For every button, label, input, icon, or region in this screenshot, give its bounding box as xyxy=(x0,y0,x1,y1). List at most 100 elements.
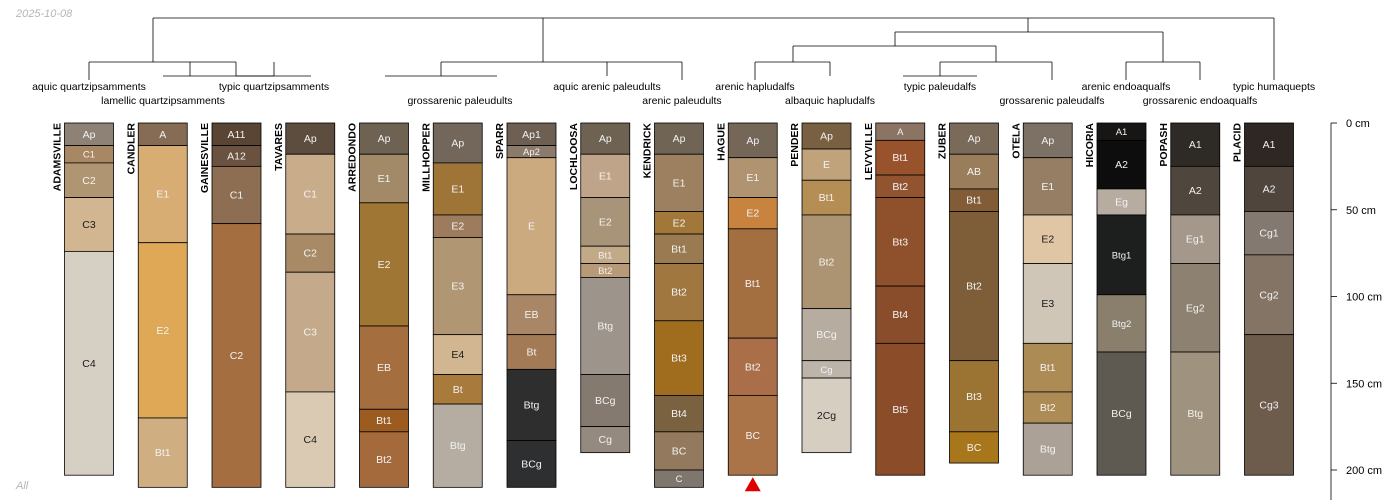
horizon-label: Eg1 xyxy=(1186,234,1205,246)
horizon-label: Bt2 xyxy=(598,266,612,277)
taxa-labels: aquic quartzipsamments lamellic quartzips… xyxy=(32,81,1315,107)
horizon-bcg xyxy=(1096,351,1147,476)
horizon-btg xyxy=(432,403,483,488)
profile-lochloosa: LOCHLOOSA Ap E1 E2 Bt1 Bt2 Btg BCg Cg xyxy=(568,123,631,454)
profile-name: HICORIA xyxy=(1084,123,1096,168)
profile-levyville: LEVYVILLE A Bt1 Bt2 Bt3 Bt4 Bt5 xyxy=(863,122,926,476)
horizon-a2 xyxy=(1244,165,1294,212)
horizon-eb xyxy=(506,294,557,336)
profile-name: HAGUE xyxy=(715,123,727,161)
horizon-label: Cg1 xyxy=(1259,228,1278,240)
horizon-label: Ap xyxy=(451,137,464,149)
horizon-eg1 xyxy=(1170,214,1221,264)
taxon-label: arenic hapludalfs xyxy=(715,81,794,93)
horizon-e2 xyxy=(1022,214,1073,264)
horizon-bt3 xyxy=(949,360,999,433)
horizon-label: E4 xyxy=(451,349,464,361)
horizon-eg xyxy=(1096,188,1147,216)
horizon-label: Bt2 xyxy=(671,287,687,299)
horizon-ab xyxy=(949,153,999,190)
horizon-label: C1 xyxy=(83,150,95,161)
profile-name: KENDRICK xyxy=(642,123,654,179)
horizon-c4 xyxy=(285,391,336,488)
horizon-a2 xyxy=(1170,165,1221,216)
horizon-btg xyxy=(580,277,631,375)
horizon-label: A2 xyxy=(1115,159,1128,171)
profile-sparr: SPARR Ap1 Ap2 E EB Bt Btg BCg xyxy=(494,123,557,488)
horizon-label: Bt1 xyxy=(966,195,982,207)
horizon-e1 xyxy=(359,153,409,204)
horizon-bcg xyxy=(801,308,852,362)
profile-adamsville: ADAMSVILLE Ap C1 C2 C3 C4 xyxy=(52,122,114,476)
horizon-e2 xyxy=(727,197,778,230)
horizon-label: E2 xyxy=(451,221,464,233)
horizon-label: BC xyxy=(745,430,760,442)
horizon-label: Btg1 xyxy=(1112,250,1132,261)
horizon-e xyxy=(801,148,852,181)
horizon-label: Ap xyxy=(304,133,317,145)
horizon-bt2 xyxy=(727,337,778,396)
horizon-btg xyxy=(1170,351,1221,476)
horizon-label: E1 xyxy=(1041,181,1054,193)
horizon-c2 xyxy=(211,223,262,488)
soil-profiles: ADAMSVILLE Ap C1 C2 C3 C4 CANDLER A E1 E2 Bt1 GAINE… xyxy=(52,123,1294,488)
profile-name: OTELA xyxy=(1010,123,1022,159)
horizon-label: Eg2 xyxy=(1186,302,1205,314)
horizon-label: Ap xyxy=(378,133,391,145)
horizon-bt2 xyxy=(801,214,852,310)
axis-tick-label: 100 cm xyxy=(1346,292,1382,304)
taxon-label: grossarenic endoaqualfs xyxy=(1143,95,1257,107)
horizon-bt2 xyxy=(359,431,409,488)
profile-name: ADAMSVILLE xyxy=(52,123,64,191)
horizon-cg1 xyxy=(1244,211,1294,256)
horizon-label: BC xyxy=(967,442,982,454)
horizon-label: E2 xyxy=(673,217,686,229)
profile-gainesville: GAINESVILLE A11 A12 C1 C2 xyxy=(199,122,262,488)
horizon-bt3 xyxy=(875,197,926,287)
horizon-c1 xyxy=(285,153,336,235)
profile-name: PLACID xyxy=(1232,123,1244,163)
horizon-label: 2Cg xyxy=(817,410,836,422)
horizon-label: A1 xyxy=(1116,127,1128,138)
horizon-label: A2 xyxy=(1263,183,1276,195)
taxon-label: typic quartzipsamments xyxy=(219,81,329,93)
taxon-label: albaquic hapludalfs xyxy=(785,95,875,107)
horizon-label: Bt1 xyxy=(598,250,612,261)
profile-name: ARREDONDO xyxy=(347,123,359,192)
horizon-c xyxy=(654,469,704,488)
horizon-btg xyxy=(1022,422,1073,476)
horizon-bt4 xyxy=(875,285,926,344)
horizon-label: Bt4 xyxy=(892,309,908,321)
horizon-cg xyxy=(580,426,631,454)
profile-arredondo: ARREDONDO Ap E1 E2 EB Bt1 Bt2 xyxy=(347,122,409,488)
horizon-label: Bt5 xyxy=(892,404,908,416)
profile-zuber: ZUBER Ap AB Bt1 Bt2 Bt3 BC xyxy=(937,123,999,464)
horizon-label: Bt2 xyxy=(892,181,908,193)
horizon-label: E xyxy=(528,221,535,233)
taxon-label: lamellic quartzipsamments xyxy=(101,95,225,107)
profile-name: POPASH xyxy=(1158,123,1170,167)
horizon-label: C2 xyxy=(304,248,318,260)
horizon-label: C4 xyxy=(82,358,96,370)
taxon-label: aquic quartzipsamments xyxy=(32,81,146,93)
horizon-label: EB xyxy=(524,309,538,321)
horizon-label: A xyxy=(159,129,166,141)
depth-axis: 0 cm 50 cm 100 cm 150 cm 200 cm xyxy=(1330,118,1382,500)
horizon-c2 xyxy=(285,233,336,273)
horizon-label: A xyxy=(897,127,904,138)
horizon-bt1 xyxy=(801,179,852,216)
profile-name: SPARR xyxy=(494,123,506,159)
axis-tick-label: 50 cm xyxy=(1346,205,1376,217)
profile-hicoria: HICORIA A1 A2 Eg Btg1 Btg2 BCg xyxy=(1084,123,1147,476)
horizon-label: Ap xyxy=(968,133,981,145)
horizon-label: Eg xyxy=(1115,196,1128,208)
horizon-bcg xyxy=(506,440,557,488)
horizon-c3 xyxy=(285,271,336,393)
horizon-label: E1 xyxy=(746,172,759,184)
horizon-label: Ap xyxy=(599,133,612,145)
horizon-label: Btg xyxy=(1040,444,1056,456)
horizon-c4 xyxy=(64,250,114,476)
profile-otela: OTELA Ap E1 E2 E3 Bt1 Bt2 Btg xyxy=(1010,123,1073,476)
horizon-a1 xyxy=(1170,122,1221,167)
horizon-label: Bt1 xyxy=(892,152,908,164)
